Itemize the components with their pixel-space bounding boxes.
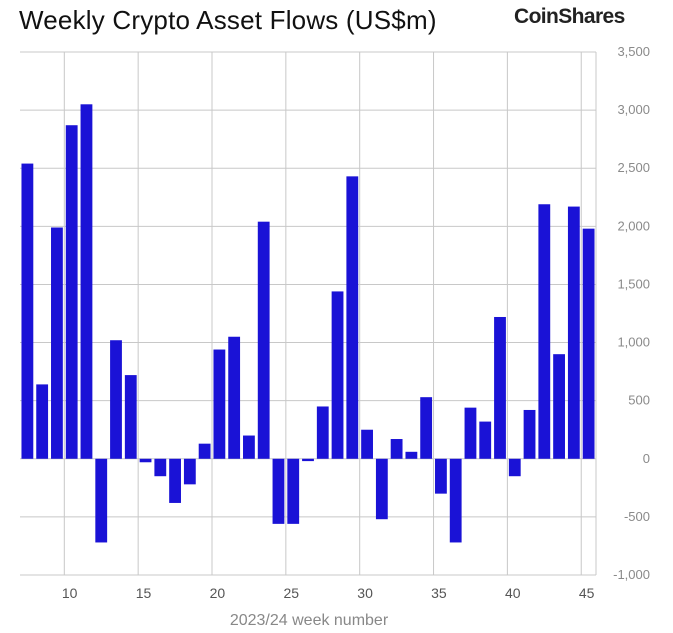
x-tick-label: 25 xyxy=(283,585,299,601)
bar-week-19 xyxy=(198,443,211,459)
bar-week-22 xyxy=(243,435,255,459)
bar-week-18 xyxy=(183,458,196,485)
bar-week-8 xyxy=(36,384,49,459)
x-tick-label: 20 xyxy=(210,585,226,601)
bar-week-41 xyxy=(523,409,536,459)
bar-week-38 xyxy=(479,421,492,459)
x-tick-label: 30 xyxy=(357,585,373,601)
bar-week-24 xyxy=(272,458,285,524)
bar-week-39 xyxy=(494,316,506,459)
y-tick-label: 1,000 xyxy=(617,335,650,350)
bar-week-10 xyxy=(65,125,78,459)
bar-week-12 xyxy=(95,458,108,543)
bar-week-30 xyxy=(361,429,373,459)
bar-week-20 xyxy=(213,349,226,459)
bar-week-21 xyxy=(228,336,241,459)
y-tick-label: 0 xyxy=(643,451,650,466)
bar-week-15 xyxy=(139,458,152,463)
bar-week-25 xyxy=(287,458,300,524)
bar-week-37 xyxy=(464,407,477,459)
x-tick-label: 45 xyxy=(579,585,595,601)
bar-week-31 xyxy=(375,458,388,520)
bar-week-36 xyxy=(449,458,462,543)
bar-week-29 xyxy=(346,176,359,459)
bar-week-34 xyxy=(420,397,433,459)
bar-week-45 xyxy=(582,228,595,459)
x-tick-labels: 10 15 20 25 30 35 40 45 xyxy=(62,585,595,601)
bar-week-11 xyxy=(80,104,93,459)
bar-week-16 xyxy=(154,458,167,477)
bar-week-7 xyxy=(21,163,34,459)
bar-week-44 xyxy=(567,206,580,459)
x-tick-label: 10 xyxy=(62,585,78,601)
y-tick-label: 2,000 xyxy=(617,218,650,233)
bar-week-17 xyxy=(169,458,181,503)
y-tick-labels: 3,500 3,000 2,500 2,000 1,500 1,000 500 0 -500 -1… xyxy=(613,44,650,582)
bar-week-13 xyxy=(110,340,122,459)
x-tick-label: 15 xyxy=(136,585,152,601)
chart-title: Weekly Crypto Asset Flows (US$m) xyxy=(19,5,437,35)
y-tick-label: -1,000 xyxy=(613,567,650,582)
bar-week-40 xyxy=(508,458,521,477)
bars-layer xyxy=(21,104,595,543)
bar-week-23 xyxy=(257,221,270,459)
x-axis-title: 2023/24 week number xyxy=(230,612,389,629)
bar-week-27 xyxy=(316,406,329,459)
y-tick-label: 500 xyxy=(628,393,650,408)
y-tick-label: 2,500 xyxy=(617,160,650,175)
y-tick-label: 1,500 xyxy=(617,276,650,291)
bar-week-14 xyxy=(124,375,137,459)
bar-week-9 xyxy=(51,227,63,459)
bar-week-42 xyxy=(538,204,551,459)
bar-week-43 xyxy=(553,354,565,459)
bar-week-26 xyxy=(302,458,314,462)
coinshares-logo: CoinShares xyxy=(514,5,625,28)
bar-week-35 xyxy=(435,458,447,494)
y-tick-label: 3,000 xyxy=(617,102,650,117)
bar-week-32 xyxy=(390,439,403,459)
y-tick-label: -500 xyxy=(624,509,650,524)
x-tick-label: 40 xyxy=(505,585,521,601)
x-tick-label: 35 xyxy=(431,585,447,601)
y-tick-label: 3,500 xyxy=(617,44,650,59)
bar-week-33 xyxy=(405,451,418,459)
bar-week-28 xyxy=(331,291,344,459)
